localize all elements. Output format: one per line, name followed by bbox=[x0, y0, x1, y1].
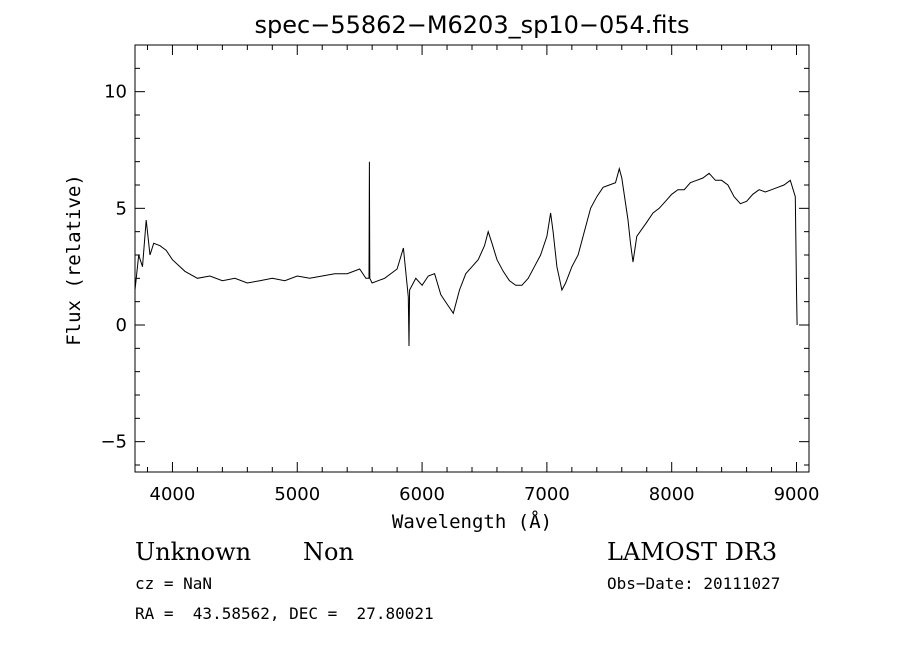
chart-title: spec−55862−M6203_sp10−054.fits bbox=[255, 11, 690, 39]
y-axis-ticks: −5 0 5 10 bbox=[100, 44, 809, 466]
x-axis-ticks: 4000 5000 6000 7000 8000 9000 bbox=[146, 45, 820, 505]
x-tick-label: 7000 bbox=[524, 484, 570, 505]
observation-date: Obs−Date: 20111027 bbox=[607, 574, 781, 593]
object-class: Unknown bbox=[135, 538, 252, 566]
object-subclass: Non bbox=[303, 538, 354, 566]
plot-frame bbox=[134, 44, 810, 473]
x-axis-label: Wavelength (Å) bbox=[392, 510, 552, 533]
x-tick-label: 4000 bbox=[150, 484, 196, 505]
y-tick-label: −5 bbox=[100, 432, 127, 453]
redshift-value: cz = NaN bbox=[135, 574, 213, 593]
coordinates: RA = 43.58562, DEC = 27.80021 bbox=[135, 604, 434, 623]
y-tick-label: 5 bbox=[116, 198, 127, 219]
x-tick-label: 9000 bbox=[774, 484, 820, 505]
x-tick-label: 6000 bbox=[399, 484, 445, 505]
survey-name: LAMOST DR3 bbox=[607, 538, 778, 566]
x-tick-label: 5000 bbox=[274, 484, 320, 505]
x-tick-label: 8000 bbox=[649, 484, 695, 505]
spectrum-line bbox=[134, 161, 798, 347]
spectrum-series bbox=[134, 161, 798, 347]
y-tick-label: 10 bbox=[104, 82, 127, 103]
y-axis-label: Flux (relative) bbox=[63, 174, 85, 346]
y-tick-label: 0 bbox=[116, 315, 127, 336]
